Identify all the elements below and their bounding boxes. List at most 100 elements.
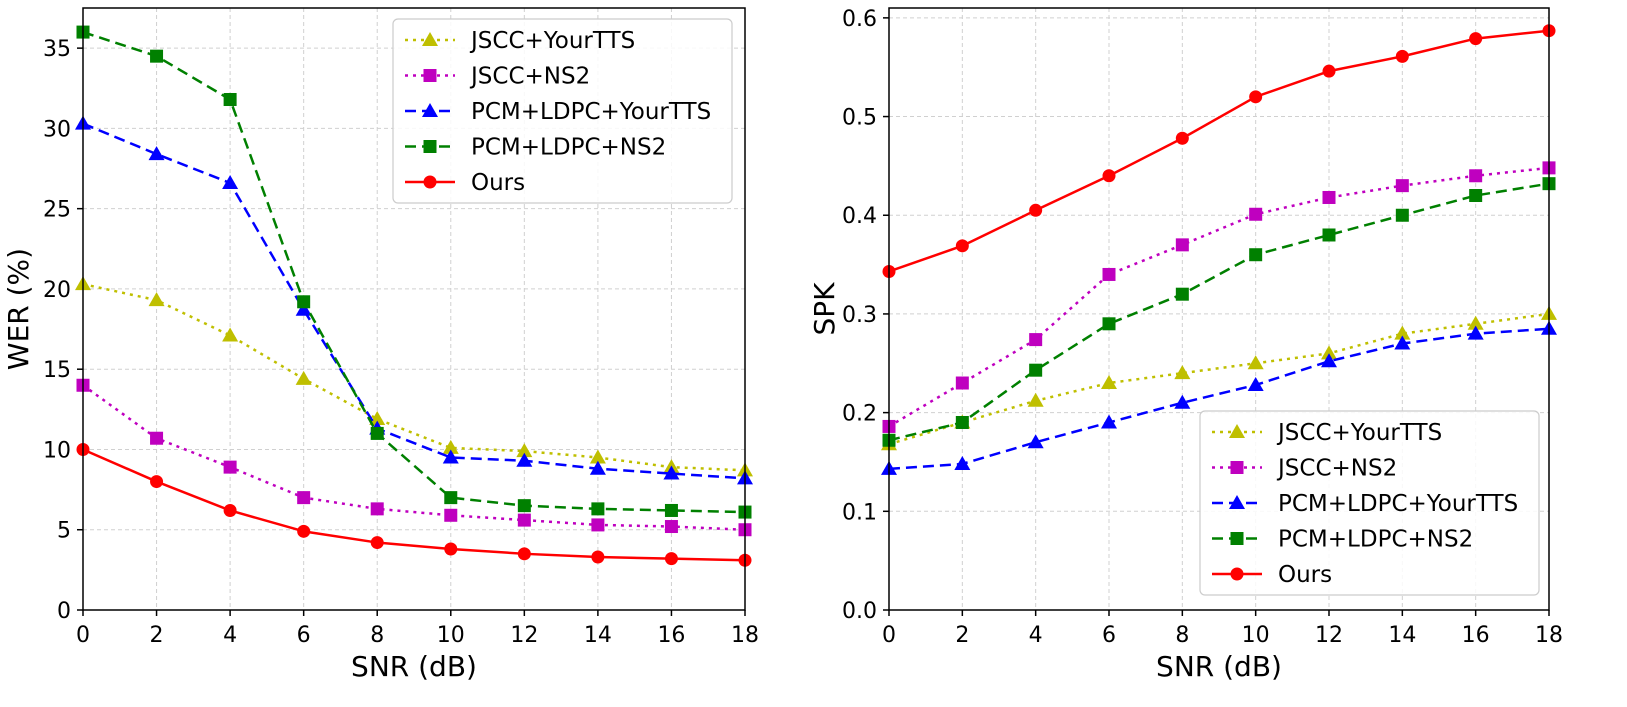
series-line xyxy=(888,29,1550,273)
x-tick-label: 0 xyxy=(76,623,90,648)
legend: JSCC+YourTTS JSCC+NS2 PCM+LDPC+YourTTS PCM+… xyxy=(1199,410,1540,596)
series-line xyxy=(888,182,1550,442)
x-tick-label: 14 xyxy=(584,623,612,648)
data-point xyxy=(955,239,969,253)
x-tick-label: 12 xyxy=(510,623,538,648)
legend-item: PCM+LDPC+YourTTS xyxy=(405,99,711,125)
series-line xyxy=(82,122,746,480)
legend-item: PCM+LDPC+NS2 xyxy=(405,135,666,161)
legend-marker xyxy=(422,32,438,46)
data-point xyxy=(517,513,531,527)
y-tick-label: 0.0 xyxy=(842,599,877,624)
series-ours xyxy=(76,442,752,567)
data-point xyxy=(1027,434,1044,449)
y-tick-label: 0.1 xyxy=(842,500,877,525)
data-point xyxy=(1467,325,1484,340)
data-point xyxy=(370,536,384,550)
data-point xyxy=(1101,375,1117,390)
legend-label: PCM+LDPC+NS2 xyxy=(1278,527,1473,553)
y-tick-label: 10 xyxy=(43,438,71,463)
y-tick-label: 0.3 xyxy=(842,303,877,328)
data-point xyxy=(1029,363,1043,377)
data-point xyxy=(444,542,458,556)
data-point xyxy=(1467,315,1484,330)
data-point xyxy=(517,499,531,513)
data-point xyxy=(591,550,605,564)
y-tick-label: 5 xyxy=(57,519,71,544)
data-point xyxy=(589,449,606,464)
legend-marker xyxy=(1229,424,1245,438)
data-point xyxy=(370,502,384,516)
data-point xyxy=(1029,203,1043,217)
data-point xyxy=(1029,333,1043,347)
x-tick-label: 16 xyxy=(1462,623,1490,648)
series-ours xyxy=(882,24,1556,278)
data-point xyxy=(444,508,458,522)
data-point xyxy=(370,426,384,440)
legend-marker xyxy=(423,175,437,189)
legend-item: JSCC+NS2 xyxy=(1212,456,1397,482)
legend-label: Ours xyxy=(1278,562,1332,588)
series-line xyxy=(888,327,1550,471)
legend-marker xyxy=(1229,495,1245,509)
data-point xyxy=(1469,169,1483,183)
legend-marker xyxy=(1230,461,1244,474)
data-point xyxy=(1395,49,1409,63)
x-tick-label: 2 xyxy=(955,623,969,648)
legend-item: PCM+LDPC+NS2 xyxy=(1212,527,1473,553)
data-point xyxy=(295,301,312,316)
data-point xyxy=(1175,238,1189,252)
data-point xyxy=(1247,376,1264,391)
legend-label: JSCC+NS2 xyxy=(1276,456,1397,482)
data-point xyxy=(295,370,312,385)
x-tick-label: 8 xyxy=(370,623,384,648)
y-tick-label: 25 xyxy=(43,198,71,223)
series-jscc-ns2 xyxy=(882,161,1556,433)
axes-frame xyxy=(82,7,746,611)
x-tick-label: 18 xyxy=(731,623,759,648)
x-axis-label: SNR (dB) xyxy=(351,650,477,683)
data-point xyxy=(223,93,237,107)
legend-marker xyxy=(1230,532,1244,545)
legend-marker xyxy=(1230,567,1244,581)
legend-label: Ours xyxy=(471,170,525,196)
legend-box xyxy=(1199,410,1540,596)
legend-label: JSCC+YourTTS xyxy=(469,28,635,54)
data-point xyxy=(1174,394,1191,409)
y-tick-label: 15 xyxy=(43,358,71,383)
data-point xyxy=(1469,32,1483,46)
data-point xyxy=(1174,365,1191,380)
y-tick-label: 0.6 xyxy=(842,7,877,32)
y-tick-label: 0.4 xyxy=(842,204,877,229)
data-point xyxy=(223,460,237,474)
legend-marker xyxy=(422,103,438,117)
data-point xyxy=(1027,392,1044,407)
legend-item: Ours xyxy=(1212,562,1332,588)
data-point xyxy=(954,455,971,470)
legend-item: JSCC+NS2 xyxy=(405,64,590,90)
data-point xyxy=(150,431,164,445)
legend-label: PCM+LDPC+NS2 xyxy=(471,135,666,161)
x-axis-label: SNR (dB) xyxy=(1156,650,1282,683)
data-point xyxy=(955,376,969,390)
data-point xyxy=(1322,190,1336,204)
series-line xyxy=(888,312,1550,446)
data-point xyxy=(148,292,165,307)
series-pcm-ldpc-ns2 xyxy=(76,25,752,519)
y-tick-label: 30 xyxy=(43,117,71,142)
legend-item: PCM+LDPC+YourTTS xyxy=(1212,491,1518,517)
data-point xyxy=(1175,287,1189,301)
x-tick-label: 18 xyxy=(1535,623,1563,648)
data-point xyxy=(369,410,386,425)
x-tick-label: 16 xyxy=(657,623,685,648)
data-point xyxy=(150,49,164,63)
data-point xyxy=(664,552,678,566)
data-point xyxy=(1321,353,1337,368)
data-point xyxy=(1322,64,1336,78)
data-point xyxy=(297,295,311,309)
legend-box xyxy=(392,18,733,204)
data-point xyxy=(517,547,531,561)
series-pcm-ldpc-ns2 xyxy=(882,177,1556,447)
x-tick-label: 2 xyxy=(150,623,164,648)
data-point xyxy=(222,327,239,342)
